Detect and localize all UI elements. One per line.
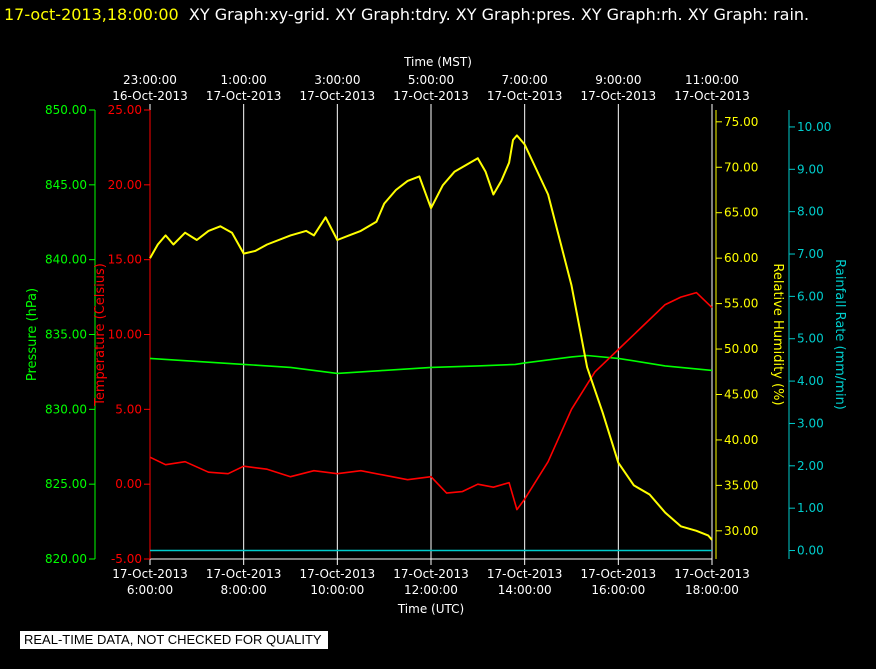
x-tick-label-time: 8:00:00 — [221, 583, 267, 597]
x-tick-label-time: 12:00:00 — [404, 583, 458, 597]
grid — [149, 110, 713, 559]
humidity-tick-label: 30.00 — [724, 524, 758, 538]
humidity-tick-label: 70.00 — [724, 160, 758, 174]
x-top-tick-label-time: 9:00:00 — [595, 73, 641, 87]
humidity-tick-label: 55.00 — [724, 297, 758, 311]
temperature-series-line — [149, 291, 713, 511]
humidity-tick-label: 65.00 — [724, 206, 758, 220]
humidity-tick-label: 35.00 — [724, 478, 758, 492]
rain-tick-label: 8.00 — [797, 205, 824, 219]
rain-axis-label: Rainfall Rate (mm/min) — [832, 259, 847, 410]
pressure-tick-label: 840.00 — [45, 253, 87, 267]
temperature-tick-label: -5.00 — [111, 552, 142, 566]
x-top-tick-label-date: 17-Oct-2013 — [674, 89, 750, 103]
x-tick-label-date: 17-Oct-2013 — [112, 567, 188, 581]
x-top-tick-label-date: 16-Oct-2013 — [112, 89, 188, 103]
x-tick-label-time: 18:00:00 — [685, 583, 739, 597]
x-tick-label-date: 17-Oct-2013 — [206, 567, 282, 581]
x-top-tick-label-date: 17-Oct-2013 — [300, 89, 376, 103]
x-top-tick-label-time: 11:00:00 — [685, 73, 739, 87]
rain-tick-label: 5.00 — [797, 332, 824, 346]
temperature-axis-label: Temperature (Celsius) — [93, 263, 108, 407]
x-top-tick-label-time: 3:00:00 — [314, 73, 360, 87]
temperature-tick-label: 25.00 — [108, 103, 142, 117]
x-axis-label-bottom: Time (UTC) — [397, 602, 464, 616]
pressure-tick-label: 830.00 — [45, 402, 87, 416]
pressure-tick-label: 825.00 — [45, 477, 87, 491]
pressure-series-line — [149, 354, 713, 375]
rain-tick-label: 0.00 — [797, 544, 824, 558]
x-top-tick-label-time: 1:00:00 — [221, 73, 267, 87]
x-top-tick-label-time: 7:00:00 — [502, 73, 548, 87]
x-tick-label-time: 6:00:00 — [127, 583, 173, 597]
graph-list: XY Graph:xy-grid. XY Graph:tdry. XY Grap… — [188, 5, 810, 24]
rain-tick-label: 3.00 — [797, 416, 824, 430]
quality-disclaimer: REAL-TIME DATA, NOT CHECKED FOR QUALITY — [20, 631, 328, 649]
x-tick-label-date: 17-Oct-2013 — [300, 567, 376, 581]
x-axis-label-top: Time (MST) — [403, 55, 472, 69]
x-top-tick-label-time: 5:00:00 — [408, 73, 454, 87]
rain-tick-label: 1.00 — [797, 501, 824, 515]
rain-tick-label: 2.00 — [797, 459, 824, 473]
x-tick-label-date: 17-Oct-2013 — [487, 567, 563, 581]
pressure-tick-label: 850.00 — [45, 103, 87, 117]
temperature-tick-label: 5.00 — [115, 402, 142, 416]
rain-tick-label: 4.00 — [797, 374, 824, 388]
pressure-tick-label: 835.00 — [45, 328, 87, 342]
x-tick-label-time: 10:00:00 — [310, 583, 364, 597]
x-top-tick-label-date: 17-Oct-2013 — [487, 89, 563, 103]
humidity-tick-label: 60.00 — [724, 251, 758, 265]
x-top-tick-label-date: 17-Oct-2013 — [206, 89, 282, 103]
x-tick-label-time: 14:00:00 — [498, 583, 552, 597]
humidity-tick-label: 45.00 — [724, 387, 758, 401]
pressure-axis-label: Pressure (hPa) — [25, 288, 40, 381]
axis-labels: 17-Oct-2013 6:00:00 17-Oct-2013 8:00:00 17-O… — [25, 55, 847, 616]
x-top-tick-label-date: 17-Oct-2013 — [581, 89, 657, 103]
temperature-tick-label: 10.00 — [108, 328, 142, 342]
temperature-tick-label: 0.00 — [115, 477, 142, 491]
humidity-tick-label: 50.00 — [724, 342, 758, 356]
chart-header: 17-oct-2013,18:00:00 XY Graph:xy-grid. X… — [4, 0, 864, 29]
rain-tick-label: 9.00 — [797, 162, 824, 176]
x-tick-label-date: 17-Oct-2013 — [674, 567, 750, 581]
x-top-tick-label-time: 23:00:00 — [123, 73, 177, 87]
x-top-tick-label-date: 17-Oct-2013 — [393, 89, 469, 103]
x-tick-label-date: 17-Oct-2013 — [581, 567, 657, 581]
timestamp: 17-oct-2013,18:00:00 — [4, 5, 179, 24]
x-tick-label-date: 17-Oct-2013 — [393, 567, 469, 581]
humidity-axis-label: Relative Humidity (%) — [770, 263, 785, 405]
humidity-tick-label: 40.00 — [724, 433, 758, 447]
humidity-tick-label: 75.00 — [724, 115, 758, 129]
pressure-tick-label: 820.00 — [45, 552, 87, 566]
humidity-series-line — [149, 134, 713, 541]
rain-tick-label: 10.00 — [797, 120, 831, 134]
temperature-tick-label: 20.00 — [108, 178, 142, 192]
temperature-tick-label: 15.00 — [108, 253, 142, 267]
pressure-tick-label: 845.00 — [45, 178, 87, 192]
x-tick-label-time: 16:00:00 — [591, 583, 645, 597]
rain-tick-label: 6.00 — [797, 289, 824, 303]
axes — [89, 104, 795, 565]
rain-tick-label: 7.00 — [797, 247, 824, 261]
series-lines — [149, 134, 713, 552]
